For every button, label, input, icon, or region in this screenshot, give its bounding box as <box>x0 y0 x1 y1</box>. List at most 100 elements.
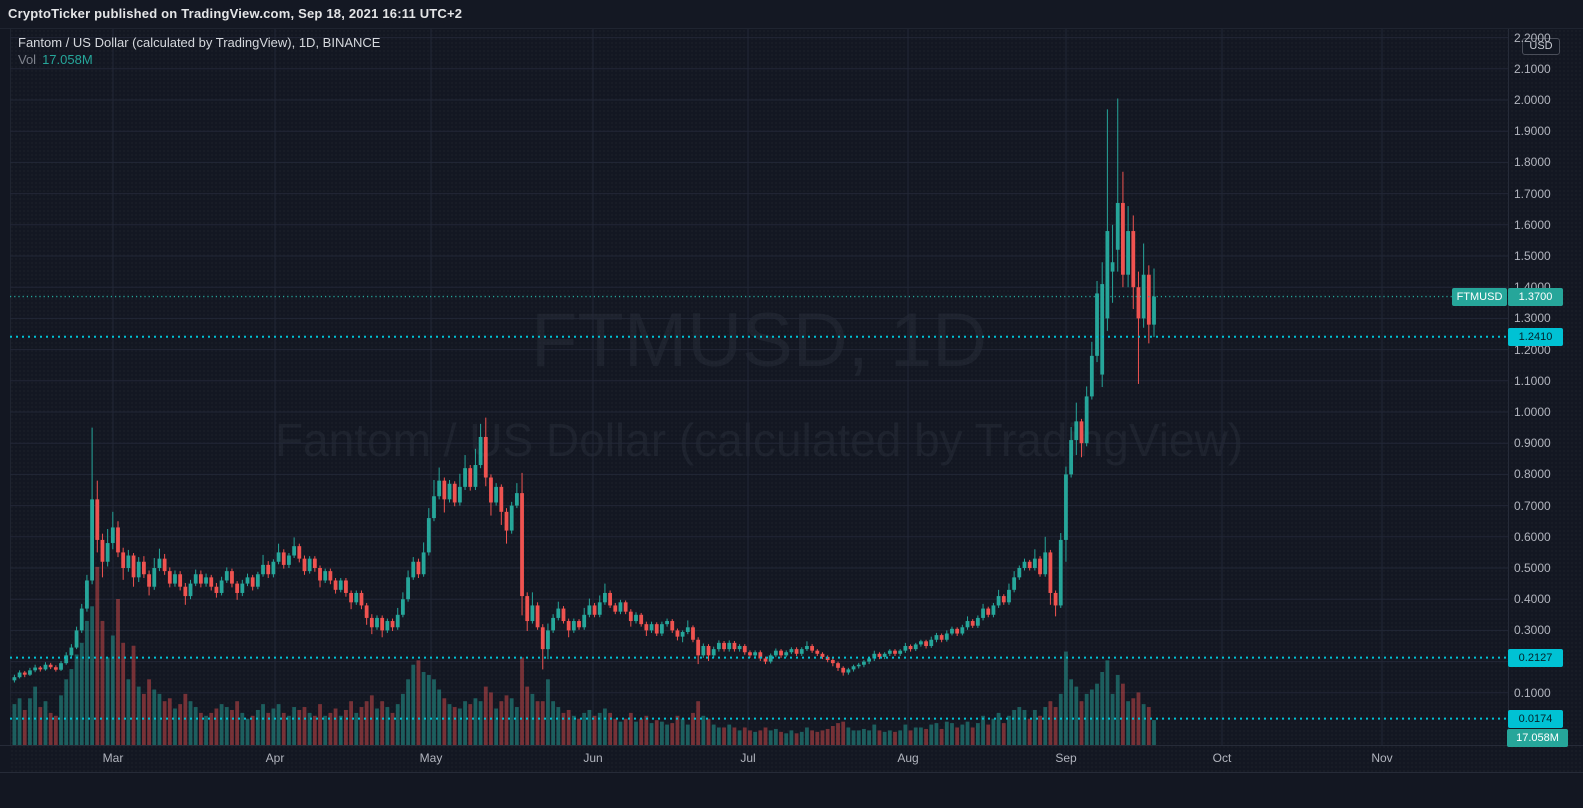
candle-body <box>991 605 996 615</box>
candle-body <box>758 652 763 659</box>
candle-body <box>898 650 903 654</box>
candle-body <box>219 580 224 593</box>
volume-bar <box>960 724 965 745</box>
candle-body <box>432 496 436 519</box>
candle-body <box>1038 558 1042 575</box>
volume-bar <box>437 689 442 745</box>
candle-body <box>981 608 985 618</box>
volume-bar <box>333 708 338 745</box>
candle-body <box>556 608 561 618</box>
price-level-badge: 0.2127 <box>1508 648 1563 667</box>
price-axis[interactable] <box>1508 29 1583 745</box>
candle-body <box>851 666 856 670</box>
volume-bar <box>1043 707 1048 745</box>
volume-bar <box>100 620 105 745</box>
candle-body <box>986 608 991 615</box>
time-axis[interactable] <box>0 745 1583 773</box>
volume-bar <box>302 707 307 745</box>
candle-body <box>955 628 960 634</box>
candle-body <box>204 577 208 584</box>
candle-body <box>685 627 690 632</box>
candle-body <box>867 658 871 662</box>
candle-body <box>17 672 22 678</box>
candle-body <box>74 630 79 648</box>
candle-body <box>85 580 89 609</box>
candle-body <box>198 574 203 584</box>
price-tick-label: 0.8000 <box>1514 467 1551 482</box>
candle-body <box>152 568 157 587</box>
candle-body <box>116 527 120 553</box>
candle-body <box>131 555 136 578</box>
volume-bar <box>1038 715 1042 745</box>
volume-bar <box>204 715 208 745</box>
volume-bar <box>338 715 343 745</box>
volume-bar <box>1048 701 1053 745</box>
candle-body <box>1084 396 1089 444</box>
chart-pane[interactable] <box>10 29 1508 745</box>
candle-body <box>727 642 732 650</box>
volume-bar <box>157 693 162 745</box>
candle-body <box>364 605 369 618</box>
price-tick-label: 0.6000 <box>1514 529 1551 544</box>
candle-body <box>841 667 846 673</box>
volume-bar <box>499 701 504 745</box>
price-tick-label: 2.0000 <box>1514 93 1551 107</box>
candle-body <box>623 602 628 612</box>
candle-body <box>255 574 260 587</box>
volume-bar <box>22 709 27 745</box>
candle-body <box>478 436 483 466</box>
volume-bar <box>209 712 214 745</box>
volume-bar <box>421 672 426 745</box>
volume-bar <box>53 715 58 745</box>
volume-bar <box>877 730 882 745</box>
volume-bar <box>1146 707 1151 745</box>
candle-body <box>597 602 602 615</box>
candle-body <box>489 477 493 503</box>
candle-body <box>1007 589 1011 603</box>
candle-body <box>784 652 789 656</box>
volume-bar <box>981 715 985 745</box>
candle-body <box>142 561 146 575</box>
volume-bar <box>535 701 540 745</box>
volume-axis-badge: 17.058M <box>1507 729 1568 747</box>
volume-bar <box>748 730 752 745</box>
volume-bar <box>846 727 851 745</box>
volume-bar <box>167 698 172 745</box>
volume-bar <box>473 698 478 745</box>
volume-bar <box>1074 686 1079 745</box>
candle-body <box>768 655 773 662</box>
candle-body <box>514 493 519 506</box>
candle-body <box>354 592 359 603</box>
volume-bar <box>121 642 126 745</box>
candle-body <box>494 486 499 503</box>
candle-body <box>820 653 825 657</box>
candle-body <box>711 649 716 656</box>
candle-body <box>483 436 488 478</box>
volume-bar <box>680 718 685 745</box>
volume-bar <box>898 730 903 745</box>
candle-body <box>1074 421 1079 441</box>
candle-body <box>224 571 229 581</box>
volume-bar <box>727 724 732 745</box>
candle-body <box>395 614 400 628</box>
candle-body <box>209 577 214 587</box>
volume-bar <box>1152 720 1156 745</box>
volume-bar <box>908 730 913 745</box>
candle-body <box>509 505 514 531</box>
volume-bar <box>369 695 374 745</box>
volume-bar <box>685 724 690 745</box>
volume-bar <box>603 708 607 745</box>
month-tick-label: Sep <box>1055 751 1077 765</box>
volume-bar <box>85 620 89 745</box>
candle-body <box>136 561 141 578</box>
candle-body <box>1032 558 1037 568</box>
candle-body <box>571 621 576 631</box>
candle-body <box>846 669 851 673</box>
candle-body <box>789 649 794 653</box>
candle-body <box>328 571 333 581</box>
candle-body <box>613 605 618 612</box>
volume-bar <box>996 712 1001 745</box>
candle-body <box>359 592 364 606</box>
volume-value: 17.058M <box>42 52 93 67</box>
